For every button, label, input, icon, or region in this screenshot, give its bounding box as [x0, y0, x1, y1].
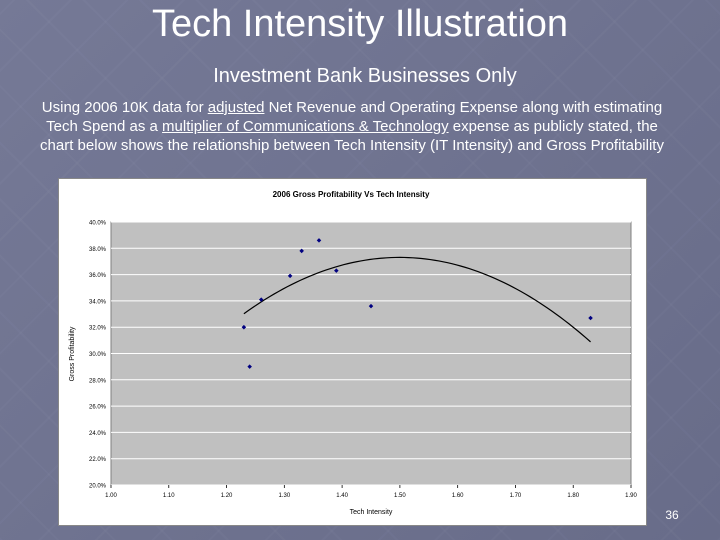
y-tick-label: 20.0% — [89, 484, 107, 490]
y-tick-label: 28.0% — [89, 378, 107, 384]
x-tick-label: 1.60 — [452, 493, 464, 499]
description-text: expense as publicly stated, the chart be… — [40, 118, 664, 154]
x-tick-label: 1.90 — [625, 493, 637, 499]
description-text: Net Revenue and Operating Expense along … — [46, 99, 663, 135]
x-tick-label: 1.00 — [105, 493, 117, 499]
slide-subtitle: Investment Bank Businesses Only — [213, 65, 517, 87]
x-tick-label: 1.70 — [510, 493, 522, 499]
y-tick-label: 30.0% — [89, 352, 107, 358]
x-tick-label: 1.20 — [221, 493, 233, 499]
scatter-chart: 2006 Gross Profitability Vs Tech Intensi… — [69, 190, 638, 516]
slide-description: Using 2006 10K data for adjusted Net Rev… — [36, 98, 668, 155]
description-text: Using 2006 10K data for — [41, 99, 208, 116]
slide-title: Tech Intensity Illustration — [151, 3, 569, 45]
y-tick-label: 36.0% — [89, 273, 107, 279]
y-tick-label: 22.0% — [89, 457, 107, 463]
x-tick-label: 1.10 — [163, 493, 175, 499]
description-underlined-text: adjusted — [207, 99, 265, 116]
x-axis-label: Tech Intensity — [350, 509, 393, 516]
y-tick-label: 40.0% — [89, 221, 107, 227]
y-axis-label: Gross Profitability — [69, 326, 76, 381]
trendline — [243, 256, 591, 343]
x-tick-label: 1.40 — [336, 493, 348, 499]
x-tick-label: 1.50 — [394, 493, 406, 499]
slide-number: 36 — [665, 508, 679, 522]
description-underlined-text: multiplier of Communications & Technolog… — [162, 118, 449, 135]
y-tick-label: 24.0% — [89, 431, 107, 437]
x-tick-label: 1.80 — [567, 493, 579, 499]
axis-ticks: 20.0% 22.0% 24.0% 26.0% 28.0% 30.0% 32.0% 34.0%… — [89, 221, 638, 500]
y-tick-label: 38.0% — [89, 247, 107, 253]
data-point — [299, 248, 304, 254]
x-tick-label: 1.30 — [278, 493, 290, 499]
y-tick-label: 34.0% — [89, 299, 107, 305]
gridlines — [111, 221, 631, 486]
chart-title: 2006 Gross Profitability Vs Tech Intensi… — [273, 190, 430, 199]
y-tick-label: 26.0% — [89, 405, 107, 411]
y-tick-label: 32.0% — [89, 326, 107, 332]
chart-container: 2006 Gross Profitability Vs Tech Intensi… — [58, 178, 647, 526]
